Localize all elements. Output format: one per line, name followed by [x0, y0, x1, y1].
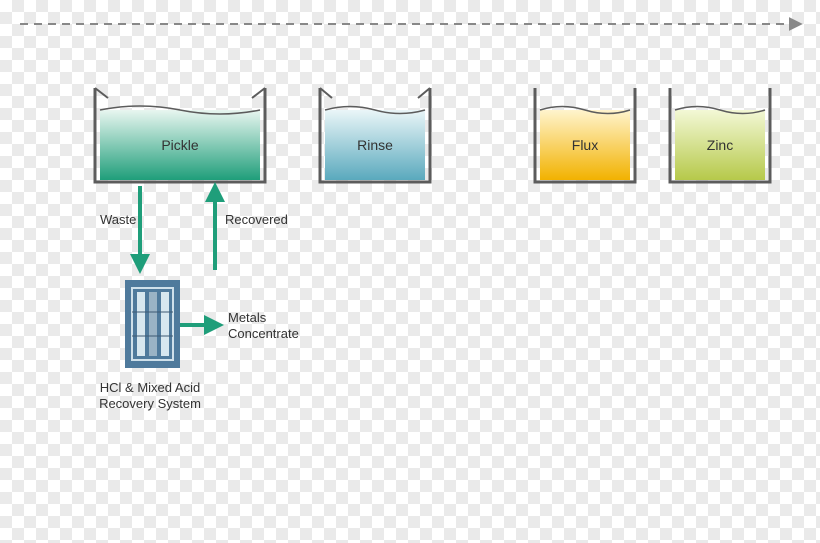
- tank-label-zinc: Zinc: [707, 137, 733, 153]
- tank-flux: [535, 88, 635, 182]
- arrow-label-recovered: Recovered: [225, 212, 288, 227]
- tank-pickle: [95, 88, 265, 182]
- arrow-label-waste: Waste: [100, 212, 136, 227]
- tank-zinc: [670, 88, 770, 182]
- recovery-unit-caption: HCl & Mixed Acid Recovery System: [85, 380, 215, 413]
- tank-label-flux: Flux: [572, 137, 598, 153]
- tank-label-pickle: Pickle: [161, 137, 198, 153]
- recovery-unit-icon: [125, 280, 180, 368]
- arrow-label-metals: Metals Concentrate: [228, 310, 299, 341]
- diagram-svg: [0, 0, 820, 543]
- tank-label-rinse: Rinse: [357, 137, 393, 153]
- tank-rinse: [320, 88, 430, 182]
